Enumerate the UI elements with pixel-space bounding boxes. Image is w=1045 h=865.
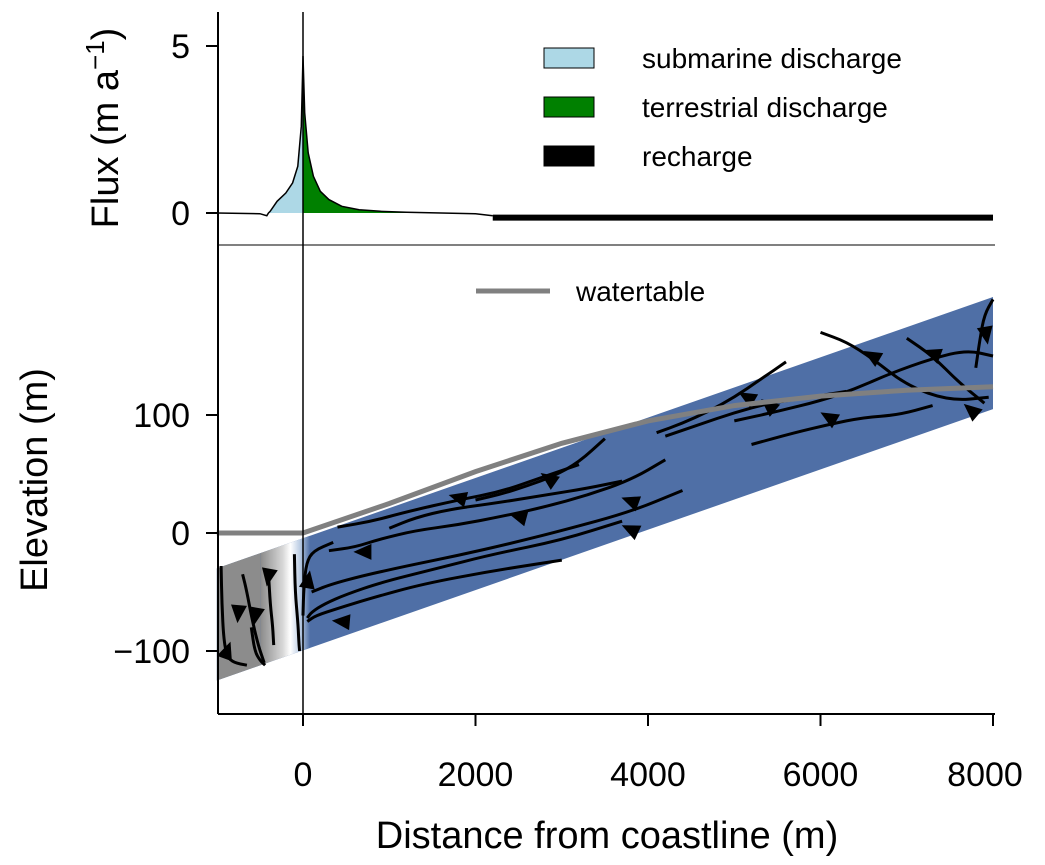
streamline (388, 479, 623, 530)
x-tick-label: 2000 (438, 756, 514, 794)
elevation-y-ticks: −100 0 100 (113, 397, 218, 671)
streamline (656, 360, 787, 435)
streamline (751, 404, 933, 446)
streamline (311, 489, 684, 594)
x-tick-label: 6000 (783, 756, 859, 794)
streamline (306, 558, 563, 623)
flow-arrowhead (231, 604, 247, 624)
legend-swatch-submarine (543, 47, 595, 69)
flux-legend: submarine discharge terrestrial discharg… (543, 43, 902, 172)
flow-arrowhead (976, 325, 993, 345)
terrestrial-discharge-area (303, 56, 441, 213)
flow-arrowhead (216, 641, 232, 662)
streamline (974, 298, 995, 369)
streamline (249, 627, 267, 667)
flux-areas (268, 56, 441, 213)
legend-label-terrestrial: terrestrial discharge (642, 92, 888, 123)
flow-arrowhead (249, 606, 265, 626)
x-tick-label: 4000 (610, 756, 686, 794)
legend-swatch-recharge (543, 145, 595, 167)
flow-arrowhead (621, 525, 642, 541)
flux-y-ticks: 05 (171, 28, 218, 233)
flux-y-tick-label: 0 (171, 195, 190, 233)
flow-arrowhead (448, 491, 469, 508)
flow-arrowhead (353, 543, 372, 560)
elevation-y-tick-label: −100 (113, 633, 190, 671)
x-tick-label: 8000 (947, 756, 1023, 794)
flux-panel: 05 Flux (m a−1) submarine discharge terr… (80, 12, 995, 246)
streamline (292, 554, 302, 652)
streamline (328, 458, 667, 553)
flux-outline-line (216, 55, 493, 217)
streamline (733, 350, 994, 423)
flow-arrowhead (820, 412, 841, 429)
flow-arrowhead (923, 348, 943, 364)
flow-arrowhead (540, 472, 560, 490)
flux-y-label: Flux (m a−1) (80, 28, 127, 229)
x-tick-label: 0 (294, 756, 313, 794)
x-axis-label: Distance from coastline (m) (376, 815, 838, 857)
flow-arrowhead (738, 392, 759, 409)
watertable-line (216, 384, 994, 536)
streamline (337, 463, 580, 529)
flow-arrows (216, 325, 993, 662)
streamlines (219, 298, 995, 667)
legend-swatch-terrestrial (543, 96, 595, 118)
flow-arrowhead (963, 403, 983, 422)
flow-arrowhead (621, 496, 642, 512)
flow-arrowhead (863, 351, 884, 367)
elevation-y-tick-label: 100 (133, 397, 190, 435)
legend-label-watertable: watertable (575, 276, 705, 307)
flow-arrowhead (508, 510, 529, 527)
flux-y-tick-label: 5 (171, 28, 190, 66)
elevation-legend: watertable (476, 276, 705, 307)
streamline (819, 330, 989, 401)
saline-water-zone (216, 297, 261, 681)
elevation-y-label: Elevation (m) (14, 368, 56, 592)
legend-label-submarine: submarine discharge (642, 43, 902, 74)
flow-arrowhead (262, 567, 278, 587)
streamline (219, 565, 248, 667)
legend-label-recharge: recharge (642, 141, 753, 172)
streamline (241, 573, 266, 664)
streamline (306, 519, 623, 619)
flow-arrowhead (331, 614, 351, 631)
elevation-x-ticks: 0 2000 4000 6000 8000 (294, 714, 1023, 794)
elevation-y-tick-label: 0 (171, 515, 190, 553)
submarine-discharge-area (268, 56, 303, 213)
